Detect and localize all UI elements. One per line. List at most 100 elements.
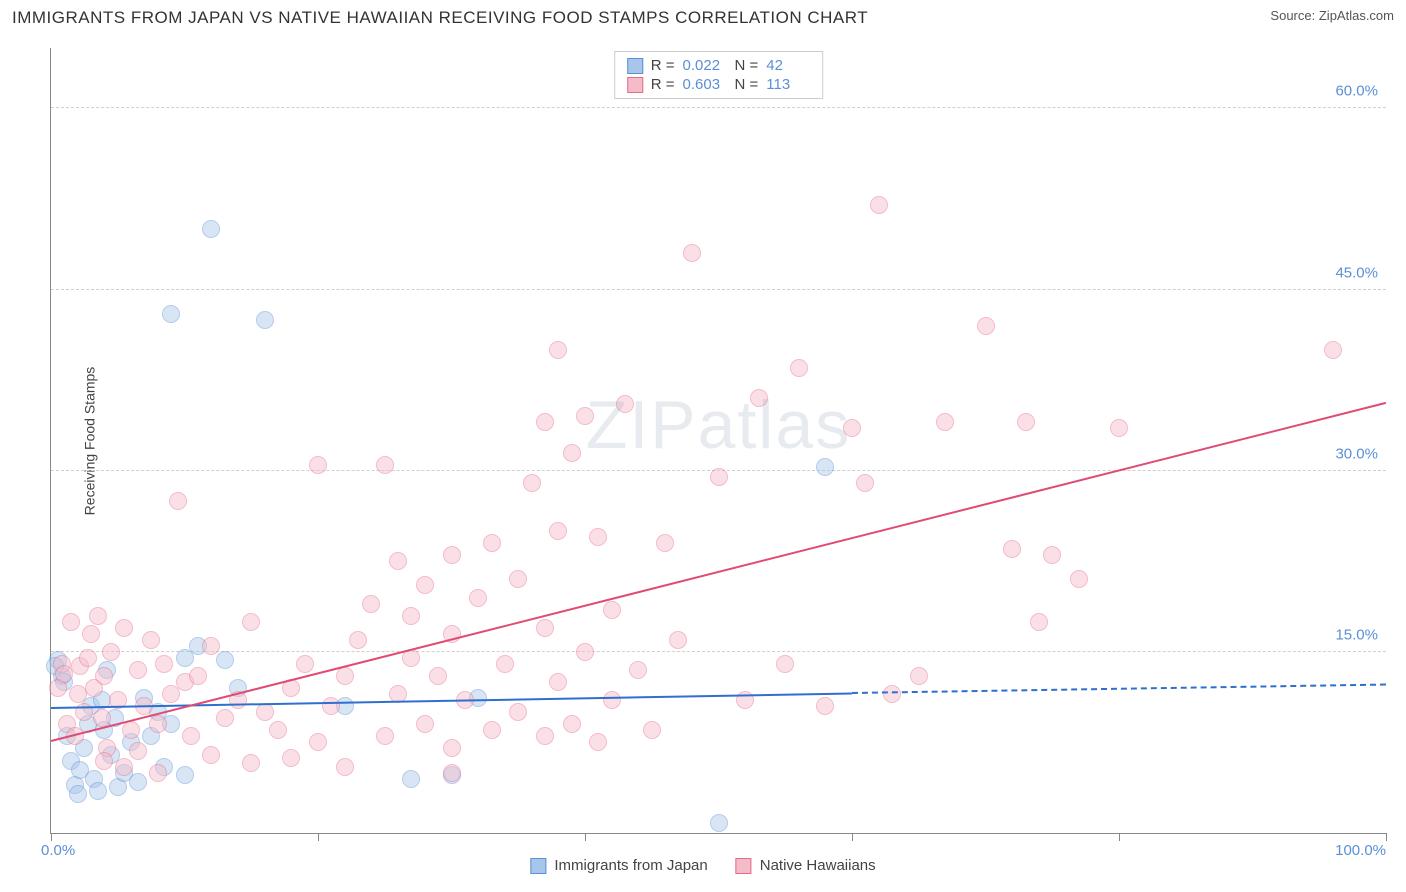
data-point-series-1 [443, 764, 461, 782]
r-label: R = [651, 76, 675, 93]
data-point-series-1 [563, 444, 581, 462]
data-point-series-1 [669, 631, 687, 649]
r-value-1: 0.603 [683, 76, 727, 93]
data-point-series-1 [169, 492, 187, 510]
data-point-series-1 [910, 667, 928, 685]
data-point-series-1 [536, 727, 554, 745]
data-point-series-1 [89, 607, 107, 625]
data-point-series-1 [256, 703, 274, 721]
data-point-series-1 [509, 570, 527, 588]
data-point-series-1 [883, 685, 901, 703]
chart-title: IMMIGRANTS FROM JAPAN VS NATIVE HAWAIIAN… [12, 8, 868, 28]
data-point-series-1 [483, 534, 501, 552]
legend-label-1: Native Hawaiians [760, 857, 876, 874]
data-point-series-1 [483, 721, 501, 739]
x-tick [852, 833, 853, 841]
swatch-series-1 [627, 77, 643, 93]
data-point-series-1 [362, 595, 380, 613]
data-point-series-1 [443, 739, 461, 757]
data-point-series-1 [549, 673, 567, 691]
gridline [51, 107, 1386, 108]
data-point-series-1 [182, 727, 200, 745]
data-point-series-1 [62, 613, 80, 631]
stats-row-series-0: R = 0.022 N = 42 [627, 56, 811, 75]
data-point-series-1 [269, 721, 287, 739]
data-point-series-1 [216, 709, 234, 727]
data-point-series-1 [336, 667, 354, 685]
data-point-series-1 [416, 715, 434, 733]
data-point-series-1 [142, 631, 160, 649]
legend-item-0: Immigrants from Japan [530, 857, 707, 874]
data-point-series-1 [82, 625, 100, 643]
data-point-series-0 [129, 773, 147, 791]
data-point-series-1 [603, 601, 621, 619]
source-attribution: Source: ZipAtlas.com [1270, 8, 1394, 23]
source-value: ZipAtlas.com [1319, 8, 1394, 23]
n-value-0: 42 [766, 57, 810, 74]
data-point-series-1 [589, 528, 607, 546]
y-tick-label: 60.0% [1335, 83, 1378, 100]
data-point-series-1 [402, 607, 420, 625]
data-point-series-1 [416, 576, 434, 594]
gridline [51, 651, 1386, 652]
data-point-series-1 [115, 619, 133, 637]
data-point-series-1 [202, 746, 220, 764]
data-point-series-1 [536, 413, 554, 431]
data-point-series-1 [79, 649, 97, 667]
data-point-series-1 [790, 359, 808, 377]
data-point-series-1 [282, 749, 300, 767]
source-label: Source: [1270, 8, 1315, 23]
x-axis-max-label: 100.0% [1335, 842, 1386, 859]
swatch-series-1 [736, 858, 752, 874]
data-point-series-1 [202, 637, 220, 655]
data-point-series-1 [242, 613, 260, 631]
data-point-series-1 [683, 244, 701, 262]
data-point-series-1 [376, 456, 394, 474]
data-point-series-0 [710, 814, 728, 832]
data-point-series-1 [102, 643, 120, 661]
x-tick [51, 833, 52, 841]
data-point-series-0 [216, 651, 234, 669]
data-point-series-1 [536, 619, 554, 637]
y-tick-label: 15.0% [1335, 626, 1378, 643]
data-point-series-1 [629, 661, 647, 679]
data-point-series-1 [122, 721, 140, 739]
data-point-series-1 [129, 742, 147, 760]
correlation-stats-box: R = 0.022 N = 42 R = 0.603 N = 113 [614, 51, 824, 99]
data-point-series-1 [296, 655, 314, 673]
data-point-series-1 [309, 456, 327, 474]
data-point-series-1 [870, 196, 888, 214]
x-tick [1119, 833, 1120, 841]
trend-line [51, 402, 1386, 742]
series-legend: Immigrants from Japan Native Hawaiians [530, 857, 875, 874]
data-point-series-1 [1110, 419, 1128, 437]
data-point-series-1 [389, 552, 407, 570]
data-point-series-1 [509, 703, 527, 721]
data-point-series-1 [643, 721, 661, 739]
y-tick-label: 30.0% [1335, 445, 1378, 462]
data-point-series-1 [936, 413, 954, 431]
data-point-series-1 [349, 631, 367, 649]
data-point-series-1 [242, 754, 260, 772]
data-point-series-1 [443, 546, 461, 564]
data-point-series-1 [816, 697, 834, 715]
gridline [51, 289, 1386, 290]
data-point-series-1 [376, 727, 394, 745]
data-point-series-1 [776, 655, 794, 673]
data-point-series-1 [603, 691, 621, 709]
data-point-series-0 [816, 458, 834, 476]
x-tick [585, 833, 586, 841]
scatter-chart: Receiving Food Stamps R = 0.022 N = 42 R… [50, 48, 1386, 834]
data-point-series-1 [189, 667, 207, 685]
data-point-series-1 [429, 667, 447, 685]
data-point-series-1 [563, 715, 581, 733]
trend-line [852, 684, 1386, 694]
data-point-series-1 [576, 407, 594, 425]
data-point-series-1 [149, 764, 167, 782]
data-point-series-1 [155, 655, 173, 673]
legend-item-1: Native Hawaiians [736, 857, 876, 874]
data-point-series-0 [176, 766, 194, 784]
stats-row-series-1: R = 0.603 N = 113 [627, 75, 811, 94]
data-point-series-0 [256, 311, 274, 329]
data-point-series-1 [336, 758, 354, 776]
